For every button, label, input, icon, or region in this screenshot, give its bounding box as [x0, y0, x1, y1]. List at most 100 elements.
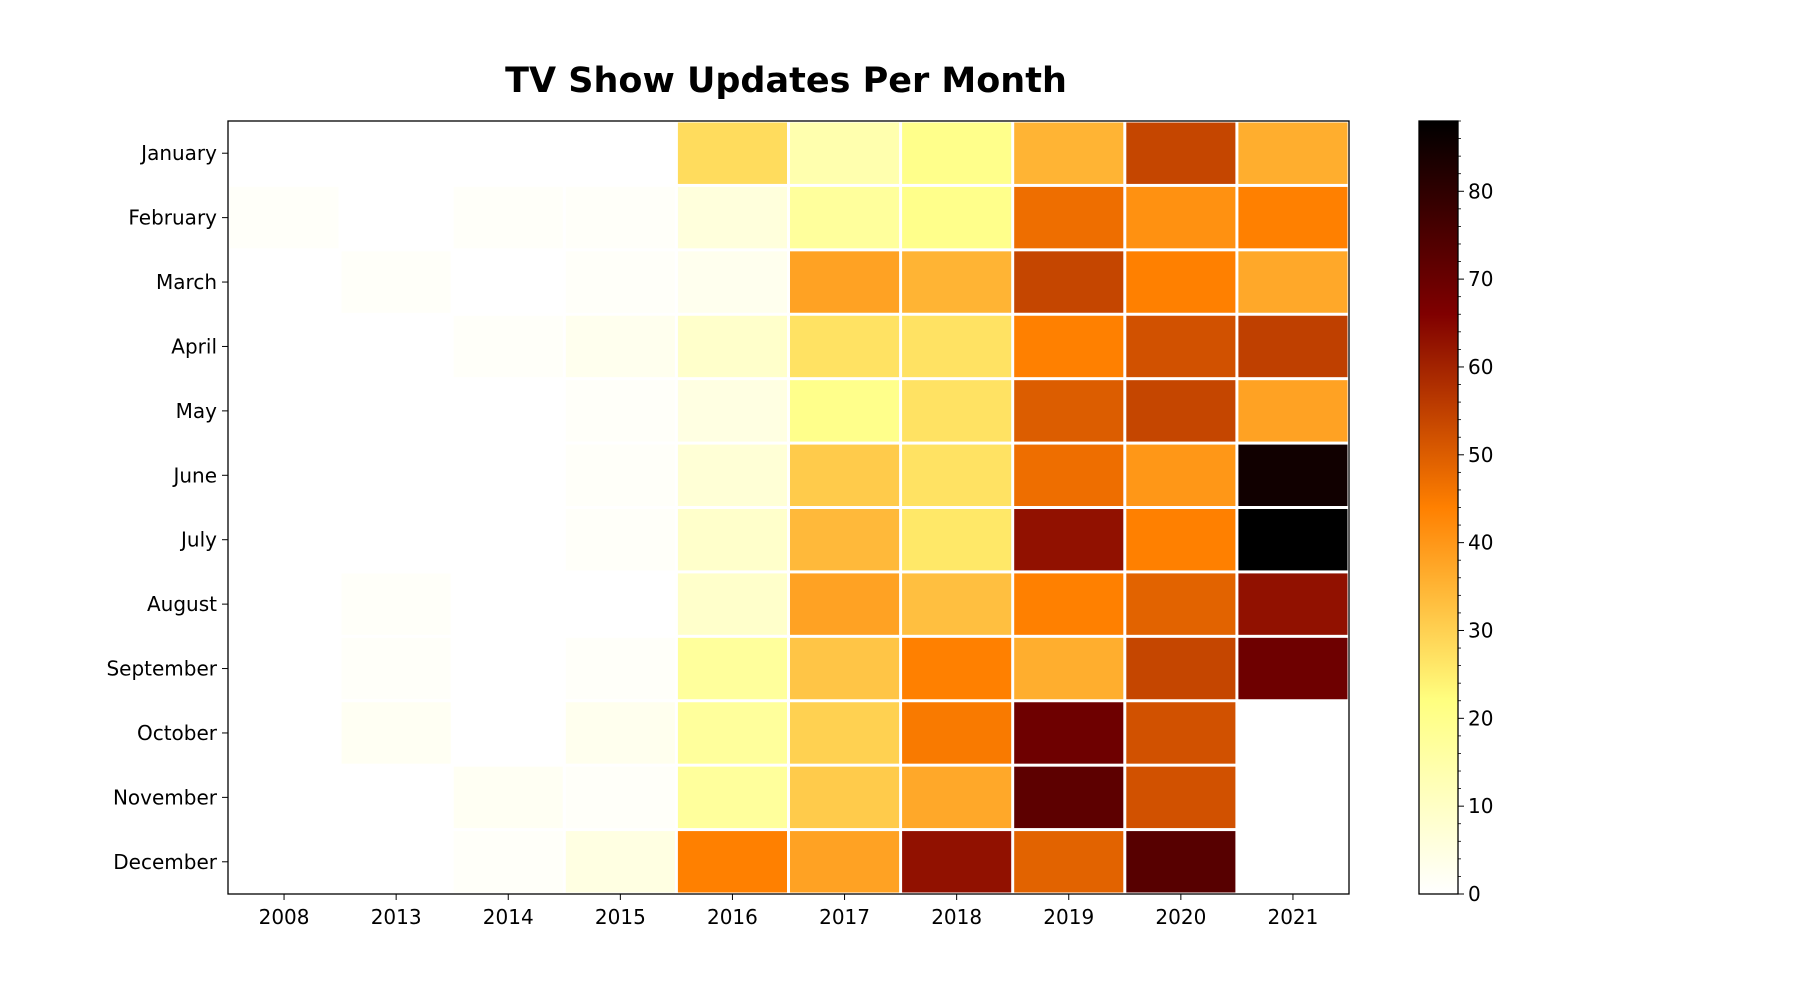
heatmap-cell: [677, 122, 787, 184]
heatmap-cell: [229, 831, 339, 893]
heatmap-cell: [790, 573, 900, 635]
colorbar-tick-label: 20: [1468, 706, 1493, 730]
heatmap-cell: [453, 509, 563, 571]
x-tick-label: 2021: [1267, 905, 1318, 929]
heatmap-cell: [790, 509, 900, 571]
heatmap-cell: [902, 637, 1012, 700]
heatmap-cell: [790, 315, 900, 378]
heatmap-cell: [341, 315, 451, 378]
heatmap-cell: [341, 573, 451, 635]
heatmap-cell: [902, 702, 1012, 764]
heatmap-cell: [677, 444, 787, 506]
colorbar-tick-label: 10: [1468, 794, 1493, 818]
y-axis: January February March April May June July Augu…: [106, 141, 228, 874]
heatmap-cell: [902, 315, 1012, 378]
heatmap-cell: [453, 380, 563, 442]
x-tick-label: 2016: [707, 905, 758, 929]
heatmap-cell: [565, 380, 675, 442]
heatmap-cell: [1126, 766, 1236, 829]
heatmap-cell: [453, 444, 563, 506]
heatmap-cell: [1238, 122, 1348, 184]
heatmap-cell: [453, 573, 563, 635]
x-tick-label: 2013: [371, 905, 422, 929]
x-tick-label: 2017: [819, 905, 870, 929]
heatmap-cell: [229, 509, 339, 571]
heatmap-cell: [341, 766, 451, 829]
heatmap-cell: [1126, 702, 1236, 764]
y-tick-label: July: [179, 528, 217, 552]
heatmap-cell: [1126, 315, 1236, 378]
x-tick-label: 2019: [1043, 905, 1094, 929]
heatmap-cell: [902, 186, 1012, 249]
heatmap-cell: [1014, 637, 1124, 700]
colorbar-tick-label: 60: [1468, 355, 1493, 379]
heatmap-cell: [565, 637, 675, 700]
x-tick-label: 2020: [1155, 905, 1206, 929]
y-tick-label: March: [156, 270, 217, 294]
heatmap-cell: [229, 315, 339, 378]
heatmap-cell: [677, 251, 787, 313]
heatmap-cell: [229, 444, 339, 506]
heatmap-cell: [453, 637, 563, 700]
x-tick-label: 2018: [931, 905, 982, 929]
heatmap-cells: [229, 122, 1348, 893]
heatmap-cell: [902, 380, 1012, 442]
colorbar: 0 10 20 30 40 50 60 70 80: [1418, 120, 1493, 906]
heatmap-cell: [341, 509, 451, 571]
heatmap-cell: [229, 573, 339, 635]
heatmap-cell: [790, 186, 900, 249]
heatmap-cell: [565, 444, 675, 506]
heatmap-cell: [1238, 573, 1348, 635]
colorbar-tick-label: 80: [1468, 179, 1493, 203]
heatmap-cell: [1126, 831, 1236, 893]
heatmap-cell: [1014, 831, 1124, 893]
heatmap-cell: [677, 573, 787, 635]
heatmap-cell: [1126, 251, 1236, 313]
heatmap-cell: [229, 766, 339, 829]
y-tick-label: January: [139, 141, 217, 165]
colorbar-tick-label: 30: [1468, 618, 1493, 642]
heatmap-cell: [341, 444, 451, 506]
y-tick-label: November: [113, 785, 218, 809]
heatmap-cell: [229, 251, 339, 313]
heatmap-cell: [902, 444, 1012, 506]
y-tick-label: May: [176, 399, 218, 423]
heatmap-cell: [565, 766, 675, 829]
heatmap-cell: [229, 637, 339, 700]
heatmap-cell: [565, 186, 675, 249]
heatmap-cell: [902, 122, 1012, 184]
heatmap-cell: [1014, 702, 1124, 764]
heatmap-cell: [1238, 251, 1348, 313]
heatmap-cell: [1238, 315, 1348, 378]
heatmap-cell: [1014, 509, 1124, 571]
heatmap-cell: [677, 831, 787, 893]
heatmap-cell: [229, 702, 339, 764]
colorbar-tick-label: 0: [1468, 882, 1481, 906]
heatmap-cell: [1238, 380, 1348, 442]
heatmap-cell: [1014, 380, 1124, 442]
chart-title: TV Show Updates Per Month: [505, 61, 1067, 101]
y-tick-label: August: [147, 592, 217, 616]
heatmap-cell: [453, 251, 563, 313]
heatmap-cell: [341, 637, 451, 700]
y-tick-label: December: [113, 850, 217, 874]
heatmap-cell: [790, 637, 900, 700]
heatmap-cell: [565, 122, 675, 184]
colorbar-tick-label: 70: [1468, 267, 1493, 291]
heatmap-cell: [341, 122, 451, 184]
heatmap-cell: [565, 315, 675, 378]
heatmap-cell: [902, 251, 1012, 313]
heatmap-cell: [453, 186, 563, 249]
y-tick-label: October: [137, 721, 218, 745]
heatmap-cell: [1014, 315, 1124, 378]
heatmap-cell: [229, 380, 339, 442]
x-axis: 2008 2013 2014 2015 2016 2017 2018 2019 2020 2021: [259, 894, 1318, 929]
heatmap-cell: [677, 766, 787, 829]
y-tick-label: June: [171, 463, 217, 487]
heatmap-cell: [565, 251, 675, 313]
heatmap-cell: [1014, 766, 1124, 829]
heatmap-cell: [1014, 573, 1124, 635]
heatmap-cell: [1014, 444, 1124, 506]
heatmap-cell: [1126, 444, 1236, 506]
